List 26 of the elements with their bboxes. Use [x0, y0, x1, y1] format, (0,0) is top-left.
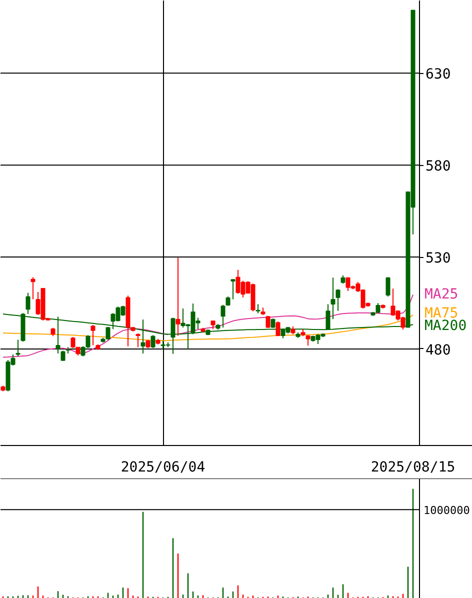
candlestick [26, 292, 30, 315]
x-tick-label: 2025/06/04 [120, 460, 206, 476]
candlestick [16, 339, 20, 357]
series-label: MA200 [424, 318, 467, 334]
y-tick-label: 530 [426, 250, 451, 267]
candlestick [306, 334, 310, 346]
candlestick [336, 288, 340, 312]
candlestick [276, 320, 280, 337]
candlestick [30, 276, 36, 300]
line-series [2, 314, 414, 342]
candlestick [230, 278, 236, 300]
y-tick-label: 630 [426, 66, 451, 83]
candlestick [220, 304, 226, 328]
text: 1000000 [424, 504, 470, 518]
candlestick [150, 334, 156, 349]
candlestick [330, 277, 336, 320]
candlestick [386, 276, 390, 298]
y-tick-label: 480 [426, 342, 451, 358]
x-tick-label: 2025/08/15 [370, 460, 456, 476]
y-tick-label: 580 [426, 158, 451, 175]
candlestick [176, 257, 180, 336]
series-label: MA25 [424, 286, 458, 303]
candlestick [90, 324, 96, 346]
candlestick [270, 318, 276, 328]
candlestick [256, 304, 260, 314]
candlestick [136, 332, 140, 348]
